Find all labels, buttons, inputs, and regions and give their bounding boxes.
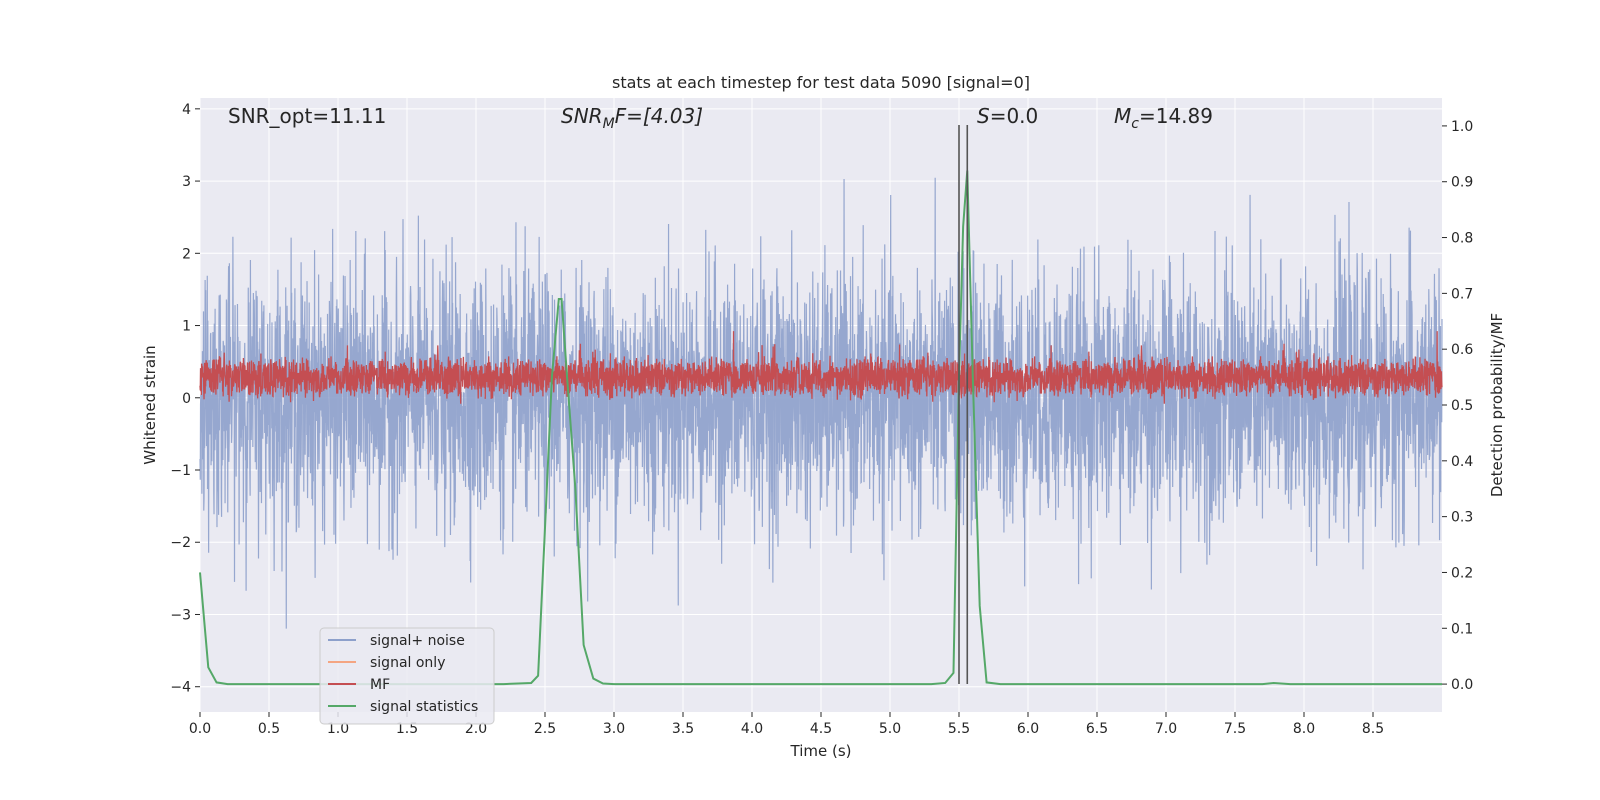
legend-label-signal-statistics: signal statistics [370, 699, 478, 715]
annotation-snr-mf-sub: M [603, 116, 615, 132]
y-left-tick-label: 2 [182, 246, 191, 262]
y-right-tick-label: 0.2 [1451, 565, 1473, 581]
annotation-snr-mf-rest: F=[4.03] [615, 104, 703, 128]
axes: 0.0 0.5 1.0 1.5 2.0 2.5 3.0 3.5 4.0 4.5 5.0 5.5 6.0 6… [170, 102, 1473, 737]
annotation-s-rest: =0.0 [990, 104, 1039, 128]
x-tick-label: 5.5 [948, 721, 970, 737]
y-left-tick-label: 0 [182, 391, 191, 407]
series-mf [199, 331, 1443, 404]
y-right-tick-label: 1.0 [1451, 119, 1473, 135]
annotation-snr-mf-main: SNR [561, 104, 603, 128]
annotation-mc-sub: c [1131, 116, 1139, 132]
annotation-mc-main: M [1114, 104, 1131, 128]
mf-line [199, 331, 1443, 404]
x-tick-label: 6.0 [1017, 721, 1039, 737]
x-tick-label: 2.0 [465, 721, 487, 737]
y-right-tick-label: 0.5 [1451, 398, 1473, 414]
y-axis-left-label: Whitened strain [141, 345, 159, 464]
chart-title: stats at each timestep for test data 509… [612, 73, 1030, 92]
x-tick-label: 5.0 [879, 721, 901, 737]
x-tick-label: 3.0 [603, 721, 625, 737]
y-left-tick-label: −3 [170, 607, 191, 623]
y-left-tick-label: −1 [170, 463, 191, 479]
annotation-chirp-mass: Mc=14.89 [1114, 104, 1213, 132]
x-axis-label: Time (s) [790, 742, 852, 760]
x-tick-label: 4.0 [741, 721, 763, 737]
x-tick-label: 8.0 [1293, 721, 1315, 737]
x-tick-label: 7.5 [1224, 721, 1246, 737]
y-right-tick-label: 0.6 [1451, 342, 1473, 358]
x-tick-label: 6.5 [1086, 721, 1108, 737]
annotation-s-value: S=0.0 [977, 104, 1038, 128]
annotation-snr-opt: SNR_opt=11.11 [228, 104, 386, 128]
y-right-tick-label: 0.8 [1451, 231, 1473, 247]
event-markers [958, 125, 969, 684]
y-right-tick-label: 0.3 [1451, 510, 1473, 526]
x-tick-label: 8.5 [1362, 721, 1384, 737]
y-left-tick-label: 1 [182, 319, 191, 335]
y-left-tick-label: −2 [170, 535, 191, 551]
y-left-tick-label: −4 [170, 680, 191, 696]
annotation-mc-rest: =14.89 [1139, 104, 1213, 128]
y-right-tick-label: 0.7 [1451, 286, 1473, 302]
annotation-s-main: S [977, 104, 990, 128]
x-tick-label: 3.5 [672, 721, 694, 737]
x-tick-label: 1.5 [396, 721, 418, 737]
annotation-snr-mf: SNRMF=[4.03] [561, 104, 703, 132]
y-left-tick-label: 3 [182, 174, 191, 190]
y-right-tick-label: 0.0 [1451, 677, 1473, 693]
x-tick-label: 0.0 [189, 721, 211, 737]
x-tick-label: 1.0 [327, 721, 349, 737]
y-right-tick-label: 0.1 [1451, 621, 1473, 637]
y-right-tick-label: 0.9 [1451, 175, 1473, 191]
x-tick-label: 2.5 [534, 721, 556, 737]
y-left-tick-label: 4 [182, 102, 191, 118]
legend-label-mf: MF [370, 677, 390, 693]
legend-label-signal-only: signal only [370, 655, 445, 671]
x-tick-label: 4.5 [810, 721, 832, 737]
legend-box [319, 627, 495, 725]
y-right-tick-label: 0.4 [1451, 454, 1473, 470]
legend-label-signal-plus-noise: signal+ noise [370, 633, 465, 649]
x-tick-label: 0.5 [258, 721, 280, 737]
x-tick-label: 7.0 [1155, 721, 1177, 737]
legend: signal+ noise signal only MF signal stat… [319, 627, 495, 725]
y-axis-right-label: Detection probability/MF [1488, 313, 1506, 497]
